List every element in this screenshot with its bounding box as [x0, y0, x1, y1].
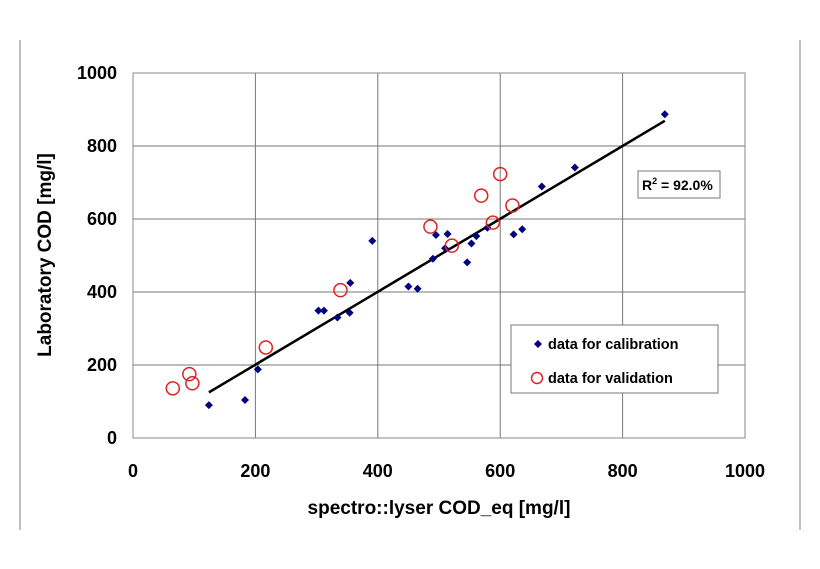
legend-calibration-marker — [534, 340, 542, 348]
calibration-point — [428, 254, 437, 263]
legend-validation-marker — [530, 371, 544, 385]
data-points — [165, 110, 669, 410]
x-axis-label: spectro::lyser COD_eq [mg/l] — [308, 498, 571, 519]
x-tick-label: 600 — [485, 461, 515, 481]
calibration-point — [660, 110, 669, 119]
y-tick-label: 400 — [87, 282, 117, 302]
y-tick-label: 200 — [87, 355, 117, 375]
calibration-point — [518, 225, 527, 234]
calibration-point — [570, 163, 579, 172]
validation-point — [333, 282, 348, 298]
calibration-point — [443, 229, 452, 238]
x-tick-label: 200 — [240, 461, 270, 481]
calibration-point — [537, 182, 546, 191]
validation-point — [444, 238, 460, 253]
calibration-point — [345, 308, 354, 317]
legend-validation-label: data for validation — [548, 371, 673, 387]
trend-line — [208, 119, 666, 394]
x-tick-label: 1000 — [725, 461, 765, 481]
validation-point — [185, 376, 200, 391]
validation-point — [423, 219, 438, 234]
x-tick-label: 400 — [363, 461, 393, 481]
validation-point — [485, 215, 501, 230]
calibration-point — [483, 223, 492, 232]
calibration-point — [314, 306, 323, 315]
validation-point — [165, 381, 181, 396]
calibration-point — [253, 365, 262, 374]
calibration-point — [404, 282, 413, 291]
validation-point — [492, 166, 508, 182]
calibration-point — [413, 284, 422, 293]
y-tick-label: 0 — [107, 428, 117, 448]
legend: data for calibration data for validation — [510, 324, 719, 394]
calibration-point — [431, 231, 440, 240]
calibration-point — [346, 278, 355, 287]
calibration-point — [467, 239, 476, 248]
y-tick-labels: 0 200 400 600 800 1000 — [77, 63, 117, 448]
calibration-point — [472, 232, 481, 241]
plot-area — [132, 72, 746, 439]
validation-point — [258, 340, 274, 355]
calibration-point — [333, 313, 342, 322]
x-tick-labels: 0 200 400 600 800 1000 — [128, 461, 765, 481]
y-axis-label: Laboratory COD [mg/l] — [35, 153, 56, 357]
calibration-point — [204, 401, 213, 410]
r2-value: = 92.0% — [657, 177, 713, 193]
y-tick-label: 1000 — [77, 63, 117, 83]
y-tick-label: 800 — [87, 136, 117, 156]
calibration-point — [319, 306, 328, 315]
y-tick-label: 600 — [87, 209, 117, 229]
calibration-point — [463, 258, 472, 267]
calibration-point — [509, 230, 518, 239]
validation-point — [473, 188, 489, 203]
validation-point — [505, 198, 520, 213]
calibration-point — [240, 396, 249, 405]
r2-annotation: R2 = 92.0% — [637, 170, 721, 199]
svg-text:R2 = 92.0%: R2 = 92.0% — [642, 176, 713, 193]
validation-point — [182, 366, 197, 382]
r2-label: R — [642, 177, 652, 193]
legend-calibration-label: data for calibration — [548, 337, 679, 353]
r2-sup: 2 — [652, 176, 657, 186]
x-tick-label: 0 — [128, 461, 138, 481]
x-tick-label: 800 — [608, 461, 638, 481]
calibration-point — [368, 236, 377, 245]
